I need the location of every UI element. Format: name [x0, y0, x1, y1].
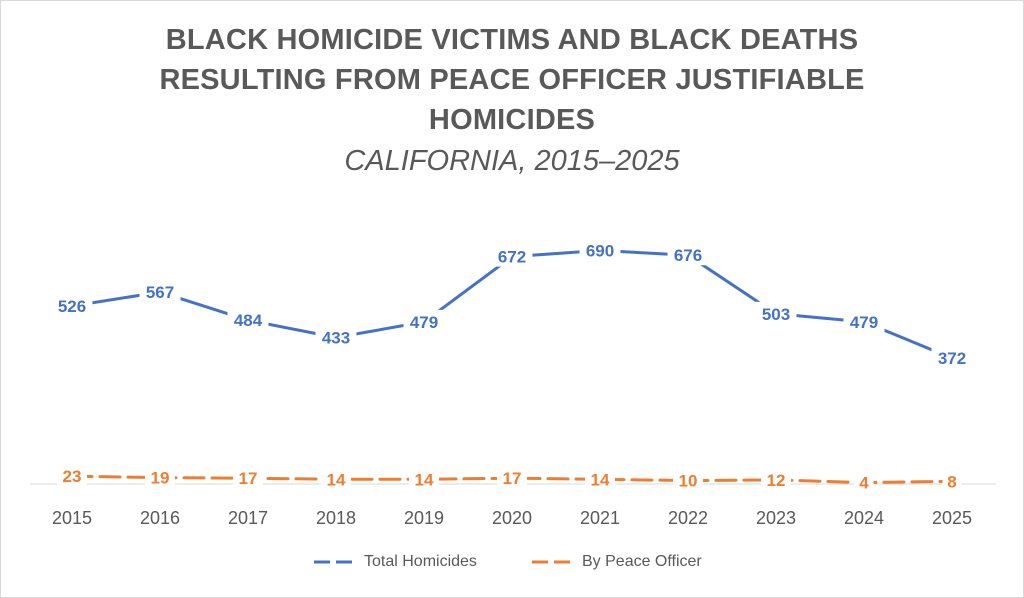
data-label: 8 [947, 472, 956, 491]
data-label-background [755, 301, 797, 324]
x-tick-label: 2017 [228, 508, 268, 528]
x-tick-label: 2024 [844, 508, 884, 528]
x-tick-label: 2021 [580, 508, 620, 528]
legend-label-by-peace-officer: By Peace Officer [582, 553, 702, 570]
legend-item-by-peace-officer: By Peace Officer [530, 551, 702, 573]
data-label: 10 [679, 472, 698, 491]
data-label: 4 [859, 474, 869, 493]
data-label-background [942, 469, 962, 492]
series-line-total-homicides [70, 249, 954, 360]
data-label-background [57, 464, 87, 487]
data-label: 17 [239, 469, 258, 488]
data-label-background [667, 243, 709, 266]
data-label: 676 [674, 246, 702, 265]
x-tick-label: 2019 [404, 508, 444, 528]
data-label: 433 [322, 328, 350, 347]
data-label-background [931, 346, 973, 369]
data-label: 12 [767, 471, 786, 490]
chart-title-line-3: HOMICIDES [428, 104, 596, 136]
data-label-background [491, 244, 533, 267]
data-label-background [51, 294, 93, 317]
data-label: 14 [415, 470, 434, 489]
data-label: 526 [58, 297, 86, 316]
chart-title-line-1: BLACK HOMICIDE VICTIMS AND BLACK DEATHS [165, 24, 859, 56]
data-label-background [227, 308, 269, 331]
data-label-background [497, 466, 527, 489]
legend-label-total-homicides: Total Homicides [364, 553, 477, 570]
x-tick-label: 2020 [492, 508, 532, 528]
data-label: 17 [503, 469, 522, 488]
x-tick-label: 2025 [932, 508, 972, 528]
data-label: 14 [327, 470, 346, 489]
data-label: 23 [63, 467, 82, 486]
data-label-background [321, 467, 351, 490]
data-label-background [233, 466, 263, 489]
data-label: 19 [151, 469, 170, 488]
data-label-background [139, 280, 181, 303]
data-label-background [761, 467, 791, 490]
data-label-background [585, 467, 615, 490]
data-label-background [315, 325, 357, 348]
data-label-background [579, 238, 621, 261]
data-label: 479 [850, 313, 878, 332]
data-label-background [145, 465, 175, 488]
data-label: 479 [410, 313, 438, 332]
data-label: 503 [762, 305, 790, 324]
data-label: 690 [586, 242, 614, 261]
data-label: 672 [498, 248, 526, 267]
chart-subtitle: CALIFORNIA, 2015–2025 [344, 145, 680, 177]
x-tick-label: 2018 [316, 508, 356, 528]
data-label-background [854, 470, 874, 493]
x-tick-label: 2022 [668, 508, 708, 528]
x-tick-label: 2016 [140, 508, 180, 528]
x-tick-label: 2023 [756, 508, 796, 528]
data-label: 567 [146, 283, 174, 302]
data-label-background [843, 309, 885, 332]
chart-title-line-2: RESULTING FROM PEACE OFFICER JUSTIFIABLE [159, 64, 865, 96]
data-label: 484 [234, 311, 263, 330]
legend-item-total-homicides: Total Homicides [312, 551, 477, 573]
data-label-background [673, 468, 703, 491]
legend-swatch-total-homicides [314, 560, 356, 564]
data-label-background [409, 467, 439, 490]
data-label: 372 [938, 349, 966, 368]
legend-swatch-by-peace-officer [532, 560, 574, 564]
data-label: 14 [591, 470, 610, 489]
x-tick-label: 2015 [52, 508, 92, 528]
data-label-background [403, 309, 445, 332]
